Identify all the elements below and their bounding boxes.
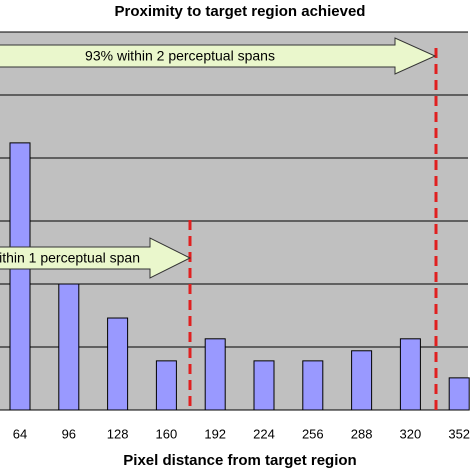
chart-title: Proximity to target region achieved [115, 3, 366, 20]
bar [399, 338, 421, 411]
bars [9, 142, 470, 411]
bar [351, 350, 373, 411]
x-tick-label: 96 [62, 426, 76, 441]
x-tick-label: 288 [351, 426, 373, 441]
bar [107, 317, 129, 411]
annotation: 93% within 2 perceptual spans [85, 48, 275, 64]
annotation: within 1 perceptual span [0, 250, 140, 266]
x-tick-label: 64 [13, 426, 27, 441]
bar [204, 338, 226, 411]
x-tick-label: 128 [107, 426, 129, 441]
x-tick-label: 192 [204, 426, 226, 441]
x-tick-label: 352 [448, 426, 470, 441]
x-tick-label: 224 [253, 426, 275, 441]
bar [253, 360, 275, 411]
x-tick-label: 160 [156, 426, 178, 441]
annotation-arrow [0, 37, 437, 75]
annotation-arrow [0, 237, 192, 279]
bar [155, 360, 177, 411]
x-axis-label: Pixel distance from target region [123, 452, 356, 469]
bar [448, 377, 470, 411]
bar [9, 142, 31, 411]
x-tick-label: 320 [400, 426, 422, 441]
bar [302, 360, 324, 411]
bar [58, 283, 80, 411]
x-tick-label: 256 [302, 426, 324, 441]
